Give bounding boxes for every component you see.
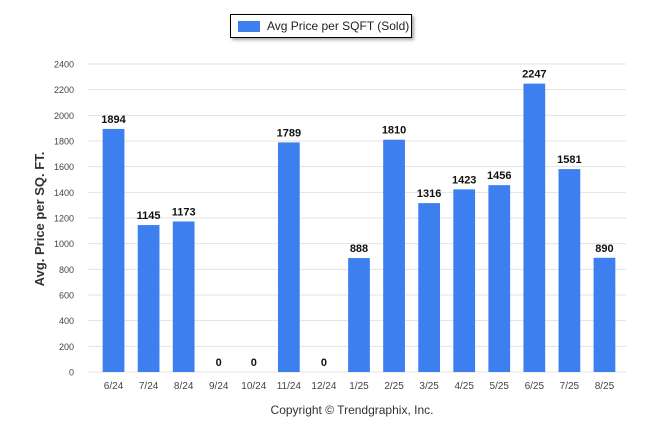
x-tick-label: 6/24 [104, 381, 124, 392]
y-tick-label: 400 [59, 316, 74, 326]
x-tick-label: 5/25 [490, 381, 510, 392]
legend-swatch [238, 20, 260, 32]
copyright-text: Copyright © Trendgraphix, Inc. [271, 403, 434, 417]
x-tick-label: 10/24 [241, 381, 266, 392]
data-label: 0 [321, 357, 327, 369]
data-label: 1173 [172, 206, 196, 218]
data-label: 1316 [417, 188, 441, 200]
data-label: 1581 [557, 154, 581, 166]
x-tick-label: 1/25 [349, 381, 369, 392]
y-tick-label: 800 [59, 265, 74, 275]
data-label: 2247 [522, 69, 546, 81]
x-tick-label: 7/25 [560, 381, 580, 392]
bar [453, 189, 476, 372]
bar [383, 139, 405, 372]
y-tick-label: 2400 [54, 60, 74, 70]
bar [277, 142, 300, 372]
bar [137, 225, 160, 372]
y-tick-label: 0 [69, 368, 74, 378]
legend-label: Avg Price per SQFT (Sold) [267, 19, 410, 33]
data-label: 888 [350, 243, 368, 255]
bar [418, 203, 441, 372]
y-tick-label: 1600 [54, 162, 74, 172]
data-label: 0 [251, 357, 257, 369]
y-tick-label: 2200 [54, 85, 74, 95]
bar [593, 257, 616, 372]
y-tick-label: 1000 [54, 239, 74, 249]
data-labels: 1894 1145 1173 0 0 1789 0 888 1810 1316 1423 1456 22… [101, 69, 613, 369]
x-tick-label: 8/24 [174, 381, 194, 392]
data-label: 1789 [277, 127, 301, 139]
bars [102, 83, 616, 372]
x-tick-label: 4/25 [454, 381, 474, 392]
x-axis-ticks: 6/24 7/24 8/24 9/24 10/24 11/24 12/24 1/25 2/25 3… [104, 381, 615, 392]
x-tick-label: 8/25 [595, 381, 615, 392]
y-tick-label: 1200 [54, 214, 74, 224]
data-label: 890 [595, 243, 613, 255]
y-axis-ticks: 0 200 400 600 800 1000 1200 1400 1600 1800 2000 220… [54, 60, 74, 378]
y-tick-label: 200 [59, 342, 74, 352]
data-label: 1810 [382, 125, 406, 137]
data-label: 1456 [487, 170, 511, 182]
x-tick-label: 6/25 [525, 381, 545, 392]
bar [172, 221, 195, 372]
y-axis-title: Avg. Price per SQ. FT. [32, 152, 47, 287]
x-tick-label: 7/24 [139, 381, 159, 392]
bar [102, 128, 125, 372]
y-tick-label: 1400 [54, 188, 74, 198]
bar [488, 185, 511, 372]
data-label: 1145 [137, 210, 161, 222]
data-label: 1423 [452, 174, 476, 186]
y-tick-label: 2000 [54, 111, 74, 121]
bar [523, 83, 546, 372]
y-tick-label: 1800 [54, 137, 74, 147]
legend: Avg Price per SQFT (Sold) [230, 14, 412, 38]
x-tick-label: 3/25 [419, 381, 439, 392]
x-tick-label: 9/24 [209, 381, 229, 392]
bar [348, 258, 370, 372]
y-tick-label: 600 [59, 291, 74, 301]
x-tick-label: 12/24 [311, 381, 336, 392]
x-tick-label: 2/25 [384, 381, 404, 392]
x-tick-label: 11/24 [277, 381, 302, 392]
data-label: 0 [216, 357, 222, 369]
bar [558, 169, 581, 372]
data-label: 1894 [101, 114, 126, 126]
